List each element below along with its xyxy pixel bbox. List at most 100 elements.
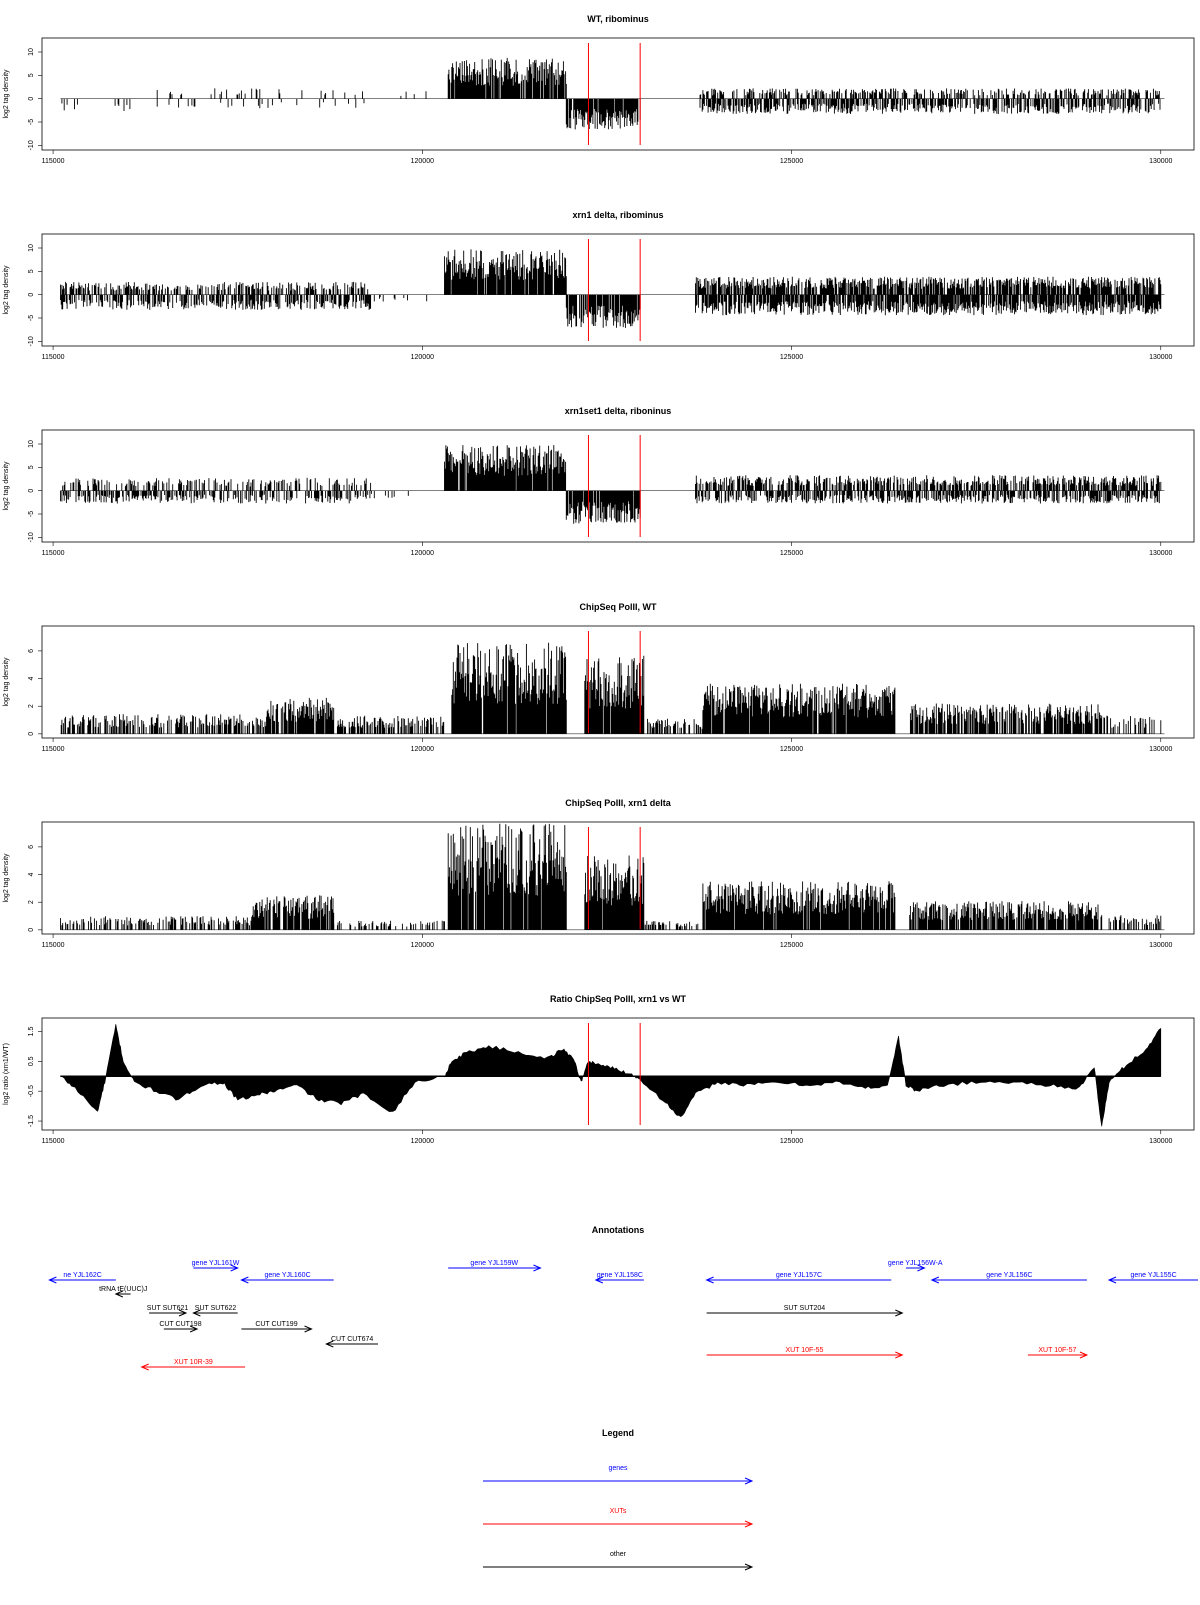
x-tick-label: 120000 (411, 158, 434, 165)
density-bars (333, 920, 445, 930)
y-tick-label: -10 (28, 336, 35, 346)
density-bars (702, 881, 896, 930)
annotation-label: XUT 10F-57 (1038, 1347, 1076, 1354)
plot-frame (41, 429, 1195, 543)
arrowhead (140, 1363, 149, 1371)
density-bars (584, 855, 645, 930)
y-tick-label: 10 (28, 440, 35, 448)
density-segment (252, 895, 335, 930)
arrowhead (189, 1325, 199, 1333)
density-bars (447, 57, 567, 99)
x-tick-label: 130000 (1149, 942, 1172, 949)
annotation-label: SUT SUT204 (784, 1305, 826, 1312)
arrowhead (304, 1325, 313, 1333)
annotation-label: gene YJL160C (264, 1272, 310, 1279)
annotation-gene: ne YJL162C (48, 1272, 116, 1284)
density-segment (61, 98, 131, 111)
density-bars (60, 916, 253, 930)
data-marks (60, 642, 1165, 735)
annotation-label: SUT SUT622 (195, 1305, 237, 1312)
y-axis-label: log2 tag density (3, 853, 10, 903)
density-segment (444, 249, 567, 295)
density-segment (565, 98, 641, 130)
x-tick-label: 130000 (1149, 158, 1172, 165)
density-segment (336, 715, 445, 734)
x-tick-label: 115000 (42, 550, 65, 557)
arrowhead (48, 1276, 57, 1284)
annotation-other: SUT SUT204 (706, 1305, 904, 1317)
annotation-label: XUT 10F-55 (785, 1347, 823, 1354)
density-segment (643, 920, 699, 930)
density-segment (702, 881, 896, 930)
x-tick-label: 125000 (780, 1138, 803, 1145)
legend-label: XUTs (610, 1508, 627, 1515)
density-bars (252, 895, 335, 930)
y-tick-label: -10 (28, 140, 35, 150)
x-tick-label: 115000 (42, 158, 65, 165)
density-bars (60, 714, 268, 734)
arrowhead (192, 1309, 201, 1317)
y-tick-label: -0.5 (28, 1085, 35, 1097)
annotation-other: CUT CUT674 (325, 1336, 378, 1348)
density-segment (695, 276, 1162, 295)
density-bars (60, 281, 369, 295)
y-tick-label: 10 (28, 244, 35, 252)
legend-label: other (610, 1551, 627, 1558)
density-bars (156, 88, 363, 99)
density-segment (333, 920, 445, 930)
arrowhead (1079, 1351, 1089, 1359)
density-segment (60, 281, 369, 295)
annotation-label: SUT SUT621 (147, 1305, 189, 1312)
chart-title: ChipSeq PolII, WT (580, 602, 657, 612)
density-bars (702, 683, 896, 734)
y-tick-label: 0 (28, 489, 35, 493)
arrowhead (533, 1264, 542, 1272)
arrowhead (114, 1290, 124, 1298)
x-tick-label: 125000 (780, 354, 803, 361)
density-segment (60, 490, 371, 504)
data-marks (60, 1024, 1162, 1127)
data-marks (60, 445, 1165, 524)
annotation-gene: gene YJL158C (594, 1272, 644, 1284)
density-bars (60, 490, 371, 504)
chart-title: xrn1set1 delta, riboninus (565, 406, 672, 416)
density-bars (336, 715, 445, 734)
arrowhead (895, 1351, 904, 1359)
arrowhead (325, 1340, 334, 1348)
density-segment (695, 490, 1160, 504)
y-tick-label: 0 (28, 293, 35, 297)
x-tick-label: 115000 (42, 1138, 65, 1145)
annotation-gene: gene YJL161W (192, 1260, 240, 1272)
data-marks (60, 823, 1165, 931)
chart-title: WT, ribominus (587, 14, 649, 24)
arrowhead (917, 1264, 926, 1272)
density-segment (702, 683, 896, 734)
density-segment (695, 475, 1162, 491)
chart-panel-1: WT, ribominus log2 tag density -10 -5 0 5 10 11… (3, 14, 1195, 165)
density-segment (62, 477, 372, 491)
chart-title: Ratio ChipSeq PolII, xrn1 vs WT (550, 994, 687, 1004)
legend: Legend genes XUTs other (483, 1428, 754, 1571)
arrowhead (230, 1264, 239, 1272)
x-tick-label: 125000 (780, 158, 803, 165)
annotation-gene: gene YJL159W (448, 1260, 542, 1272)
annotation-label: gene YJL157C (776, 1272, 822, 1279)
density-bars (60, 294, 372, 310)
annotation-label: ne YJL162C (63, 1272, 101, 1279)
density-segment (156, 98, 365, 109)
density-segment (156, 88, 363, 99)
density-bars (565, 490, 641, 524)
annotation-label: CUT CUT198 (159, 1321, 201, 1328)
annotation-label: XUT 10R-39 (174, 1359, 213, 1366)
y-tick-label: -5 (28, 511, 35, 517)
annotation-xut: XUT 10R-39 (140, 1359, 246, 1371)
plot-frame (41, 625, 1195, 739)
density-bars (451, 642, 567, 734)
legend-item: XUTs (483, 1508, 754, 1528)
annotation-label: gene YJL155C (1130, 1272, 1176, 1279)
arrowhead (240, 1276, 249, 1284)
density-bars (699, 98, 1161, 114)
y-tick-label: 1.5 (28, 1026, 35, 1036)
density-segment (370, 294, 428, 302)
annotation-other: tRNA tE(UUC)J (99, 1286, 147, 1298)
